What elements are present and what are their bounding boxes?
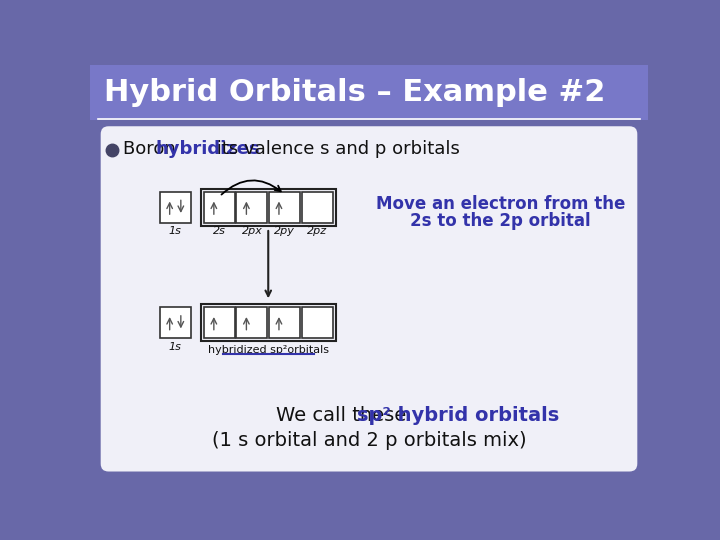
Text: Move an electron from the: Move an electron from the — [376, 195, 626, 213]
Bar — [204, 307, 235, 338]
FancyBboxPatch shape — [99, 125, 639, 473]
Text: its valence s and p orbitals: its valence s and p orbitals — [211, 140, 460, 159]
Text: hybridized sp²orbitals: hybridized sp²orbitals — [208, 345, 329, 355]
Bar — [302, 192, 333, 222]
Text: 2s: 2s — [213, 226, 226, 237]
Bar — [302, 307, 333, 338]
Bar — [236, 307, 267, 338]
Text: We call these: We call these — [276, 406, 413, 424]
Text: Hybrid Orbitals – Example #2: Hybrid Orbitals – Example #2 — [104, 78, 606, 107]
Text: 2px: 2px — [241, 226, 262, 237]
Bar — [236, 192, 267, 222]
Text: 2s to the 2p orbital: 2s to the 2p orbital — [410, 212, 591, 230]
Text: 1s: 1s — [168, 342, 181, 352]
Text: Boron: Boron — [122, 140, 181, 159]
Text: 1s: 1s — [168, 226, 181, 237]
Text: hybridizes: hybridizes — [155, 140, 260, 159]
Bar — [160, 192, 191, 222]
Bar — [269, 192, 300, 222]
Bar — [90, 65, 648, 120]
Text: 2pz: 2pz — [307, 226, 327, 237]
Bar — [204, 192, 235, 222]
Text: (1 s orbital and 2 p orbitals mix): (1 s orbital and 2 p orbitals mix) — [212, 431, 526, 450]
Text: 2py: 2py — [274, 226, 295, 237]
Bar — [160, 307, 191, 338]
Text: sp² hybrid orbitals: sp² hybrid orbitals — [356, 406, 559, 424]
Bar — [201, 189, 336, 226]
Bar — [201, 304, 336, 341]
Bar — [269, 307, 300, 338]
